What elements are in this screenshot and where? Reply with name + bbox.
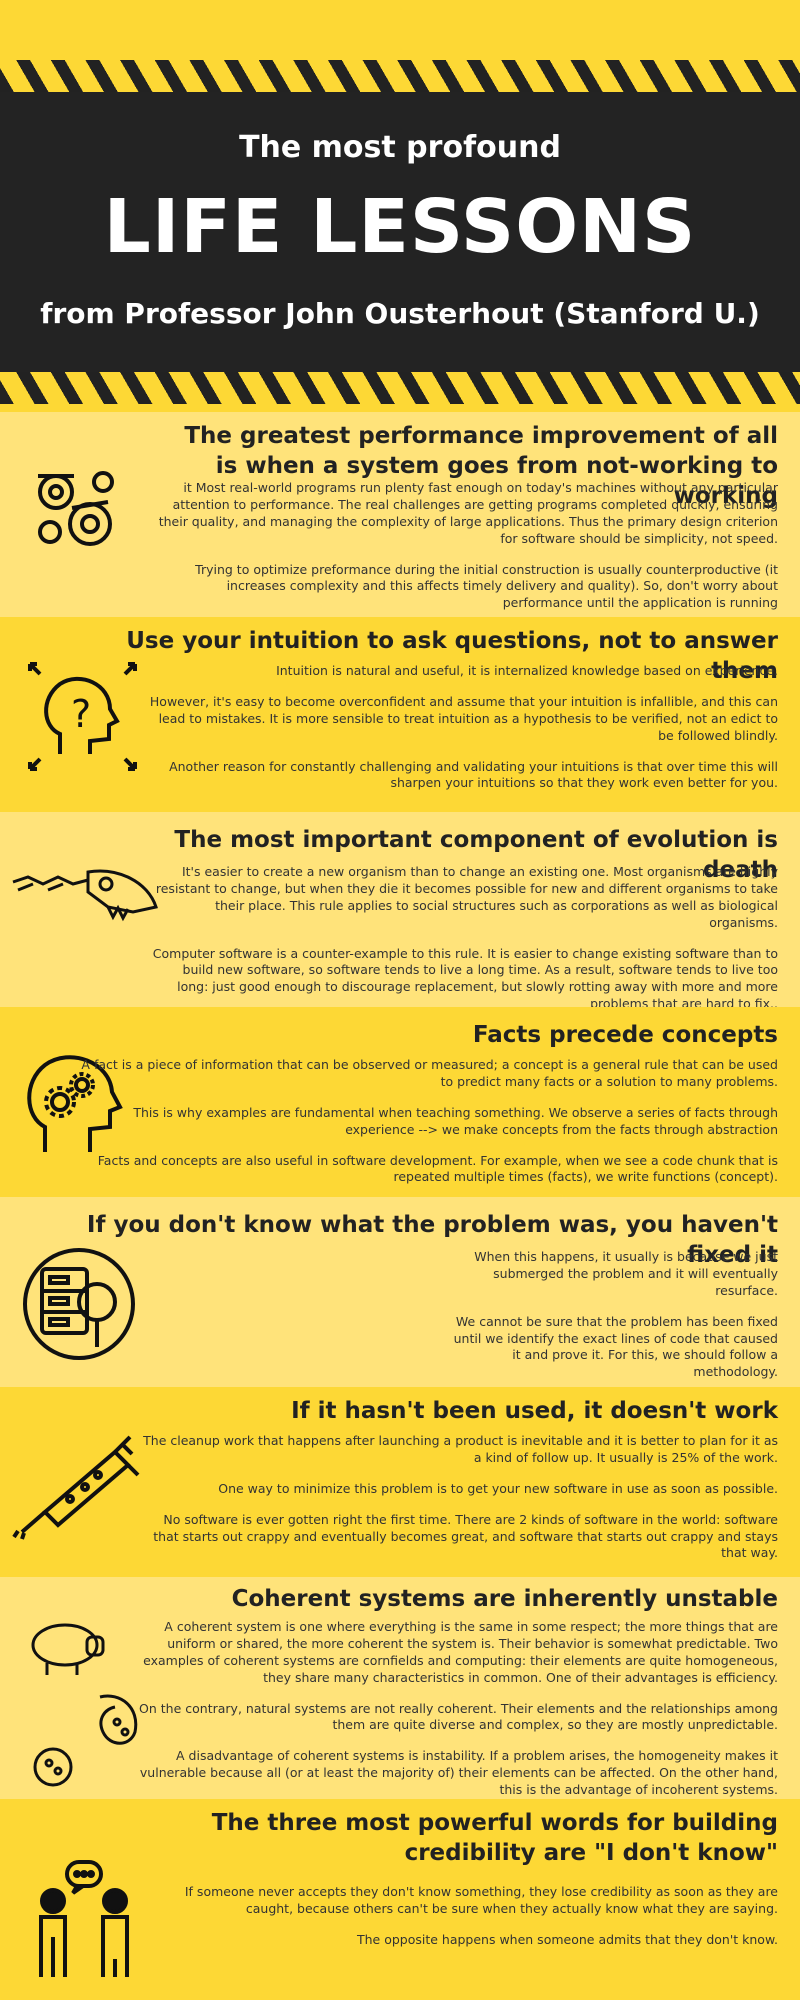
header-byline: from Professor John Ousterhout (Stanford… bbox=[40, 297, 760, 330]
section-body: it Most real-world programs run plenty f… bbox=[148, 480, 778, 626]
paragraph: This is why examples are fundamental whe… bbox=[133, 1104, 778, 1137]
section-title: Coherent systems are inherently unstable bbox=[231, 1586, 778, 1612]
paragraph: No software is ever gotten right the fir… bbox=[153, 1511, 778, 1561]
section-performance: The greatest performance improvement of … bbox=[0, 412, 800, 617]
section-title: The most important component of evolutio… bbox=[174, 827, 778, 883]
paragraph: We cannot be sure that the problem has b… bbox=[453, 1313, 778, 1380]
top-band bbox=[0, 0, 800, 60]
section-coherent: Coherent systems are inherently unstable… bbox=[0, 1577, 800, 1799]
paragraph: It's easier to create a new organism tha… bbox=[155, 864, 778, 930]
section-title: The three most powerful words for buildi… bbox=[211, 1810, 778, 1866]
paragraph: Another reason for constantly challengin… bbox=[169, 758, 778, 791]
paragraph: However, it's easy to become overconfide… bbox=[149, 693, 778, 743]
sheep-germs-icon bbox=[25, 1617, 145, 1792]
section-facts: Facts precede concepts A fact is a piece… bbox=[0, 1007, 800, 1197]
section-credibility: The three most powerful words for buildi… bbox=[0, 1799, 800, 2000]
head-question-icon: ? bbox=[25, 659, 140, 774]
section-title: If you don't know what the problem was, … bbox=[86, 1212, 778, 1268]
paragraph: One way to minimize this problem is to g… bbox=[218, 1480, 778, 1496]
section-used: If it hasn't been used, it doesn't work … bbox=[0, 1387, 800, 1577]
paragraph: Intuition is natural and useful, it is i… bbox=[276, 663, 778, 678]
section-evolution: The most important component of evolutio… bbox=[0, 812, 800, 1011]
section-title: Facts precede concepts bbox=[472, 1022, 778, 1048]
server-magnifier-icon bbox=[22, 1247, 137, 1362]
paragraph: Computer software is a counter-example t… bbox=[152, 945, 778, 1012]
paragraph: Facts and concepts are also useful in so… bbox=[97, 1152, 778, 1185]
section-body: Intuition is natural and useful, it is i… bbox=[148, 663, 778, 806]
section-body: A coherent system is one where everythin… bbox=[128, 1619, 778, 1813]
header: The most profound LIFE LESSONS from Prof… bbox=[0, 92, 800, 372]
stripe-top bbox=[0, 60, 800, 92]
section-title: The greatest performance improvement of … bbox=[184, 423, 778, 509]
section-fix: If you don't know what the problem was, … bbox=[0, 1197, 800, 1387]
header-title: LIFE LESSONS bbox=[103, 184, 697, 270]
conversation-people-icon bbox=[25, 1859, 145, 1979]
section-body: A fact is a piece of information that ca… bbox=[78, 1057, 778, 1200]
paragraph: A fact is a piece of information that ca… bbox=[81, 1057, 778, 1089]
paragraph: The opposite happens when someone admits… bbox=[356, 1931, 778, 1947]
paragraph: When this happens, it usually is because… bbox=[474, 1249, 778, 1298]
fossil-icon bbox=[8, 862, 158, 932]
head-gears-icon bbox=[20, 1047, 125, 1157]
section-title: If it hasn't been used, it doesn't work bbox=[291, 1398, 778, 1424]
section-body: The cleanup work that happens after laun… bbox=[138, 1433, 778, 1576]
section-title: Use your intuition to ask questions, not… bbox=[126, 628, 778, 684]
paragraph: If someone never accepts they don't know… bbox=[184, 1884, 778, 1916]
paragraph: it Most real-world programs run plenty f… bbox=[158, 480, 778, 546]
section-body: If someone never accepts they don't know… bbox=[178, 1884, 778, 1963]
gears-icon bbox=[28, 462, 123, 557]
section-body: When this happens, it usually is because… bbox=[448, 1249, 778, 1395]
header-subtitle: The most profound bbox=[239, 130, 561, 165]
paragraph: Trying to optimize preformance during th… bbox=[195, 561, 778, 611]
paragraph: A disadvantage of coherent systems is in… bbox=[139, 1748, 778, 1797]
section-intuition: ? Use your intuition to ask questions, n… bbox=[0, 617, 800, 812]
paragraph: On the contrary, natural systems are not… bbox=[139, 1700, 778, 1733]
stripe-bottom bbox=[0, 372, 800, 404]
syringe-icon bbox=[10, 1427, 150, 1542]
section-body: It's easier to create a new organism tha… bbox=[148, 864, 778, 1027]
svg-text:?: ? bbox=[71, 692, 91, 736]
paragraph: A coherent system is one where everythin… bbox=[143, 1619, 778, 1685]
paragraph: The cleanup work that happens after laun… bbox=[143, 1433, 778, 1465]
